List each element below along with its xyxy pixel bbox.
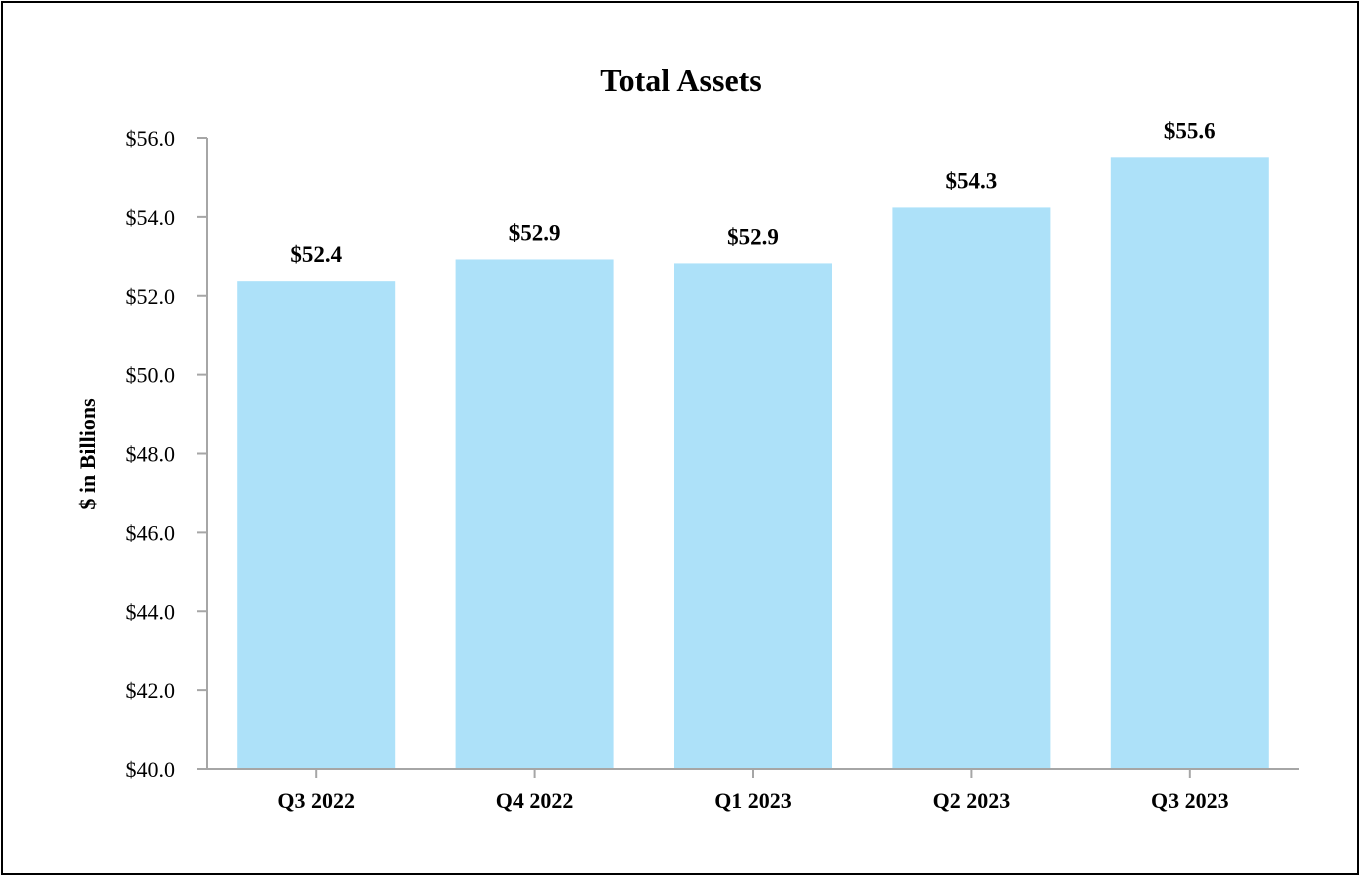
x-tick-label: Q4 2022 bbox=[496, 788, 574, 813]
bar bbox=[674, 263, 832, 769]
data-label: $54.3 bbox=[946, 168, 998, 193]
bar bbox=[892, 207, 1051, 769]
y-tick-label: $48.0 bbox=[126, 442, 176, 467]
y-tick-label: $44.0 bbox=[126, 599, 176, 624]
y-tick-label: $46.0 bbox=[126, 520, 176, 545]
y-tick-label: $40.0 bbox=[126, 757, 176, 782]
y-tick-label: $54.0 bbox=[126, 205, 176, 230]
data-label: $52.9 bbox=[727, 224, 779, 249]
bar bbox=[237, 281, 396, 769]
x-tick-label: Q2 2023 bbox=[933, 788, 1011, 813]
y-axis-label: $ in Billions bbox=[75, 398, 100, 510]
y-axis: $40.0 $42.0 $44.0 $46.0 $48.0 $50.0 $52.0 $54.0… bbox=[126, 126, 208, 782]
bar bbox=[1110, 157, 1269, 770]
bar bbox=[455, 259, 614, 769]
y-tick-label: $56.0 bbox=[126, 126, 176, 151]
y-tick-label: $52.0 bbox=[126, 284, 176, 309]
y-tick-label: $42.0 bbox=[126, 678, 176, 703]
data-label: $52.9 bbox=[509, 220, 561, 245]
x-tick-label: Q3 2023 bbox=[1151, 788, 1229, 813]
bar-series: $52.4 $52.9 $52.9 $54.3 $55.6 bbox=[237, 118, 1269, 770]
data-label: $55.6 bbox=[1164, 118, 1216, 143]
x-tick-label: Q1 2023 bbox=[714, 788, 792, 813]
chart-title: Total Assets bbox=[600, 62, 762, 98]
y-tick-label: $50.0 bbox=[126, 363, 176, 388]
data-label: $52.4 bbox=[290, 242, 342, 267]
x-axis: Q3 2022 Q4 2022 Q1 2023 Q2 2023 Q3 2023 bbox=[207, 768, 1299, 813]
x-tick-label: Q3 2022 bbox=[277, 788, 355, 813]
